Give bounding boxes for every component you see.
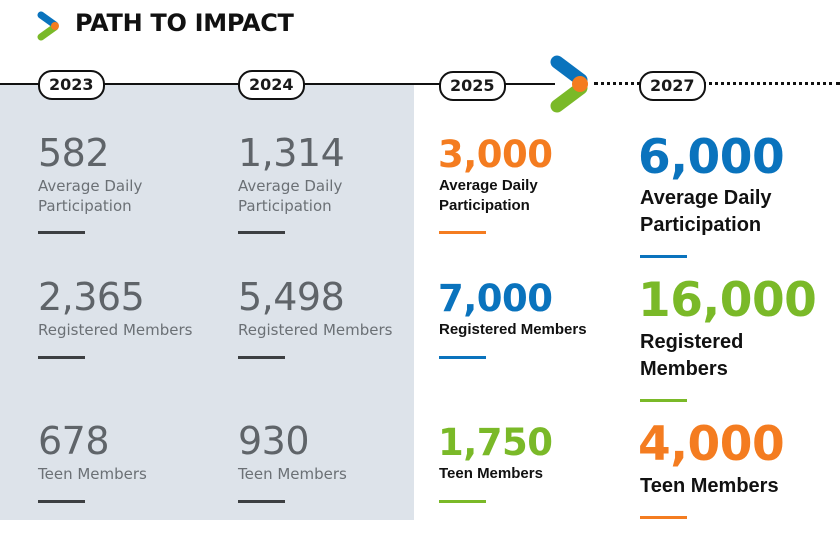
metric-label: Registered Members — [38, 321, 193, 339]
metric-value: 930 — [238, 419, 310, 463]
metric-label: Registered Members — [238, 321, 393, 339]
metric-label: Average Daily — [439, 177, 538, 194]
metric-label: Average Daily — [640, 187, 772, 209]
metric-label: Teen Members — [439, 465, 543, 482]
metric-label: Registered Members — [439, 321, 587, 338]
metric-value: 3,000 — [438, 133, 553, 176]
metric-label: Participation — [38, 197, 132, 215]
metric-value: 4,000 — [638, 417, 785, 472]
metric-label: Average Daily — [38, 177, 143, 195]
divider — [439, 500, 486, 503]
divider — [640, 399, 687, 402]
metric-value: 5,498 — [238, 275, 345, 319]
divider — [439, 231, 486, 234]
metric-label: Participation — [439, 197, 530, 214]
metric-value: 6,000 — [638, 130, 785, 185]
divider — [238, 231, 285, 234]
year-pill-2024: 2024 — [238, 70, 305, 100]
divider — [238, 500, 285, 503]
metric-value: 1,750 — [438, 421, 553, 464]
page-title: PATH TO IMPACT — [75, 9, 294, 37]
metric-label: Members — [640, 358, 728, 380]
metric-label: Average Daily — [238, 177, 343, 195]
divider — [439, 356, 486, 359]
timeline-dotted-line — [594, 82, 840, 85]
metric-label: Registered — [640, 331, 744, 353]
metric-value: 1,314 — [238, 131, 345, 175]
divider — [640, 516, 687, 519]
metric-label: Teen Members — [38, 465, 147, 483]
metric-value: 582 — [38, 131, 110, 175]
chevron-marker-icon — [550, 55, 588, 113]
metric-label: Teen Members — [238, 465, 347, 483]
metric-value: 7,000 — [438, 277, 553, 320]
metric-value: 16,000 — [638, 273, 817, 328]
divider — [38, 231, 85, 234]
historical-background-panel — [0, 84, 414, 520]
year-pill-2027: 2027 — [639, 71, 706, 101]
metric-label: Teen Members — [640, 475, 779, 497]
year-pill-2023: 2023 — [38, 70, 105, 100]
year-pill-2025: 2025 — [439, 71, 506, 101]
chevron-logo-icon — [37, 11, 59, 41]
divider — [640, 255, 687, 258]
divider — [38, 500, 85, 503]
divider — [238, 356, 285, 359]
divider — [38, 356, 85, 359]
metric-value: 678 — [38, 419, 110, 463]
metric-label: Participation — [238, 197, 332, 215]
metric-label: Participation — [640, 214, 762, 236]
metric-value: 2,365 — [38, 275, 145, 319]
